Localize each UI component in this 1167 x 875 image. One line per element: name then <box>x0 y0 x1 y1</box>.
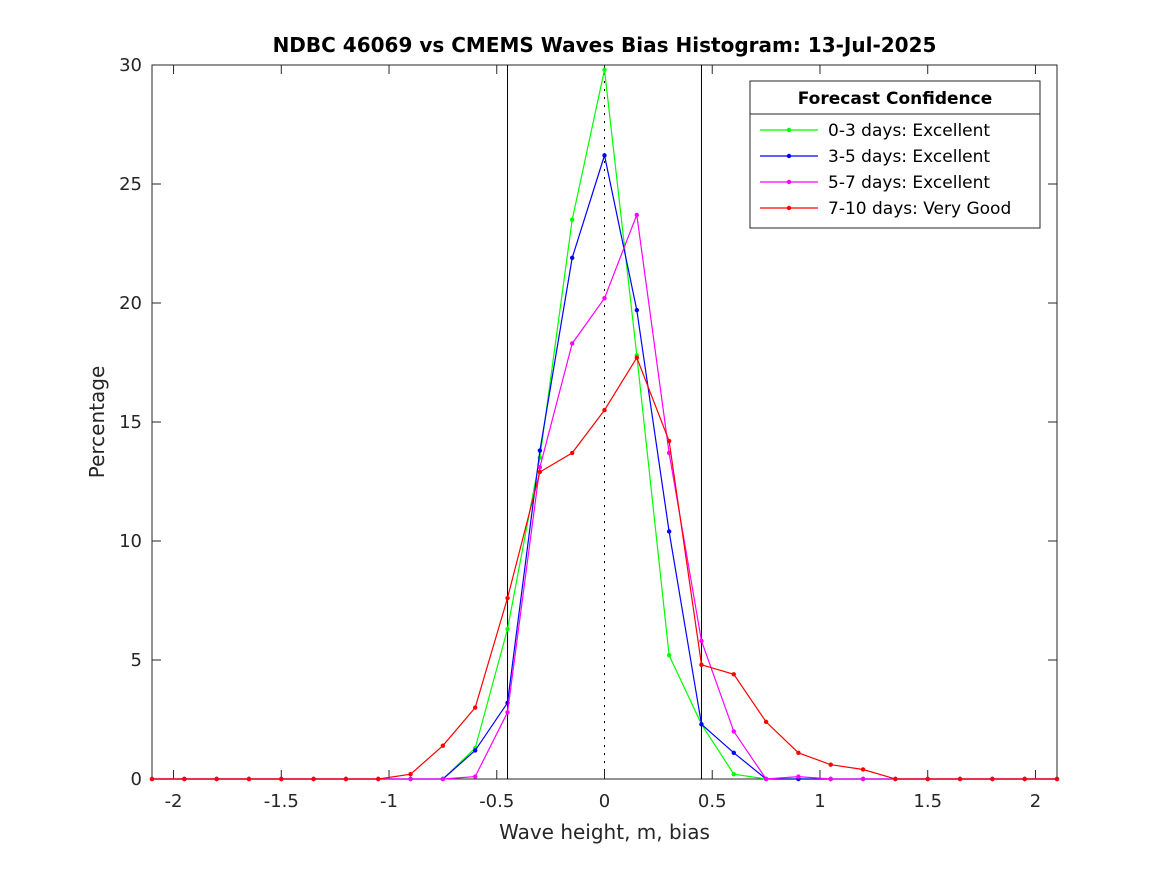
data-point <box>311 776 316 782</box>
data-point <box>505 595 510 601</box>
data-point <box>569 217 575 222</box>
data-point <box>666 529 672 534</box>
data-point <box>731 750 736 756</box>
y-tick-label: 30 <box>119 55 142 76</box>
legend-label: 0-3 days: Excellent <box>828 121 990 141</box>
data-point <box>505 710 510 715</box>
data-point <box>376 776 381 782</box>
data-point <box>602 407 607 413</box>
data-point <box>634 212 640 218</box>
legend-label: 7-10 days: Very Good <box>828 199 1011 219</box>
legend-label: 5-7 days: Excellent <box>828 173 990 193</box>
data-point <box>796 750 801 756</box>
data-point <box>1054 776 1060 782</box>
data-point <box>763 776 769 782</box>
data-point <box>893 776 898 782</box>
data-point <box>602 296 607 301</box>
y-axis-label: Percentage <box>85 366 109 479</box>
x-tick-label: 2 <box>1030 791 1041 812</box>
data-point <box>473 705 478 710</box>
data-point <box>505 626 510 632</box>
data-point <box>473 748 478 753</box>
data-point <box>731 672 736 677</box>
data-point <box>1022 776 1027 782</box>
legend-entry-2: 3-5 days: Excellent <box>760 147 990 167</box>
x-tick-label: 0.5 <box>698 791 727 812</box>
data-point <box>828 762 833 767</box>
series-layer <box>149 67 1060 782</box>
x-tick-label: 1 <box>814 791 825 812</box>
data-point <box>699 722 704 727</box>
data-point <box>990 776 995 782</box>
data-point <box>860 767 866 772</box>
legend-box <box>749 80 1041 229</box>
data-point <box>699 662 704 667</box>
data-point <box>279 776 284 782</box>
legend-title: Forecast Confidence <box>798 89 993 109</box>
data-point <box>246 776 252 782</box>
data-point <box>796 774 801 779</box>
legend-swatch-marker <box>786 153 792 159</box>
legend-swatch-marker <box>786 127 792 133</box>
chart-title: NDBC 46069 vs CMEMS Waves Bias Histogram… <box>273 33 937 57</box>
data-point <box>634 355 640 360</box>
data-point <box>763 719 769 725</box>
data-point <box>537 469 543 475</box>
data-point <box>214 776 219 782</box>
y-axis-ticks: 0 5 10 15 20 25 30 <box>119 55 1057 790</box>
x-tick-label: 1.5 <box>913 791 942 812</box>
x-tick-label: -1 <box>380 791 398 812</box>
legend-entries: 0-3 days: Excellent 3-5 days: Excellent 5-… <box>760 121 1011 219</box>
data-point <box>828 776 833 782</box>
data-point <box>957 776 963 782</box>
series-4 <box>149 355 1060 782</box>
data-point <box>473 774 478 779</box>
data-point <box>569 341 575 346</box>
data-point <box>925 776 930 782</box>
x-tick-label: -1.5 <box>264 791 299 812</box>
y-tick-label: 20 <box>119 293 142 314</box>
legend-label: 3-5 days: Excellent <box>828 147 990 167</box>
data-point <box>569 255 575 260</box>
data-point <box>634 307 640 313</box>
data-point <box>408 772 413 777</box>
x-tick-label: -2 <box>165 791 183 812</box>
data-point <box>440 776 446 782</box>
legend-entry-1: 0-3 days: Excellent <box>760 121 990 141</box>
y-tick-label: 15 <box>119 412 142 433</box>
y-tick-label: 10 <box>119 531 142 552</box>
data-point <box>569 450 575 456</box>
data-point <box>602 67 607 72</box>
data-point <box>182 776 187 782</box>
data-point <box>440 743 446 748</box>
legend-swatch-marker <box>786 205 792 211</box>
data-point <box>602 153 607 158</box>
legend-swatch-marker <box>786 179 792 185</box>
data-point <box>408 776 413 782</box>
x-tick-label: 0 <box>599 791 610 812</box>
data-point <box>149 776 155 782</box>
legend: Forecast Confidence 0-3 days: Excellent 3… <box>749 80 1041 229</box>
data-point <box>666 438 672 444</box>
x-tick-label: -0.5 <box>479 791 514 812</box>
data-point <box>537 448 543 453</box>
data-point <box>731 772 736 777</box>
legend-entry-3: 5-7 days: Excellent <box>760 173 990 193</box>
y-tick-label: 0 <box>131 769 142 790</box>
data-point <box>860 776 866 782</box>
y-tick-label: 25 <box>119 174 142 195</box>
y-tick-label: 5 <box>131 650 142 671</box>
data-point <box>343 776 349 782</box>
x-axis-label: Wave height, m, bias <box>499 820 710 844</box>
data-point <box>699 638 704 644</box>
legend-entry-4: 7-10 days: Very Good <box>760 199 1011 219</box>
data-point <box>537 465 543 470</box>
data-point <box>731 729 736 734</box>
data-point <box>666 653 672 658</box>
